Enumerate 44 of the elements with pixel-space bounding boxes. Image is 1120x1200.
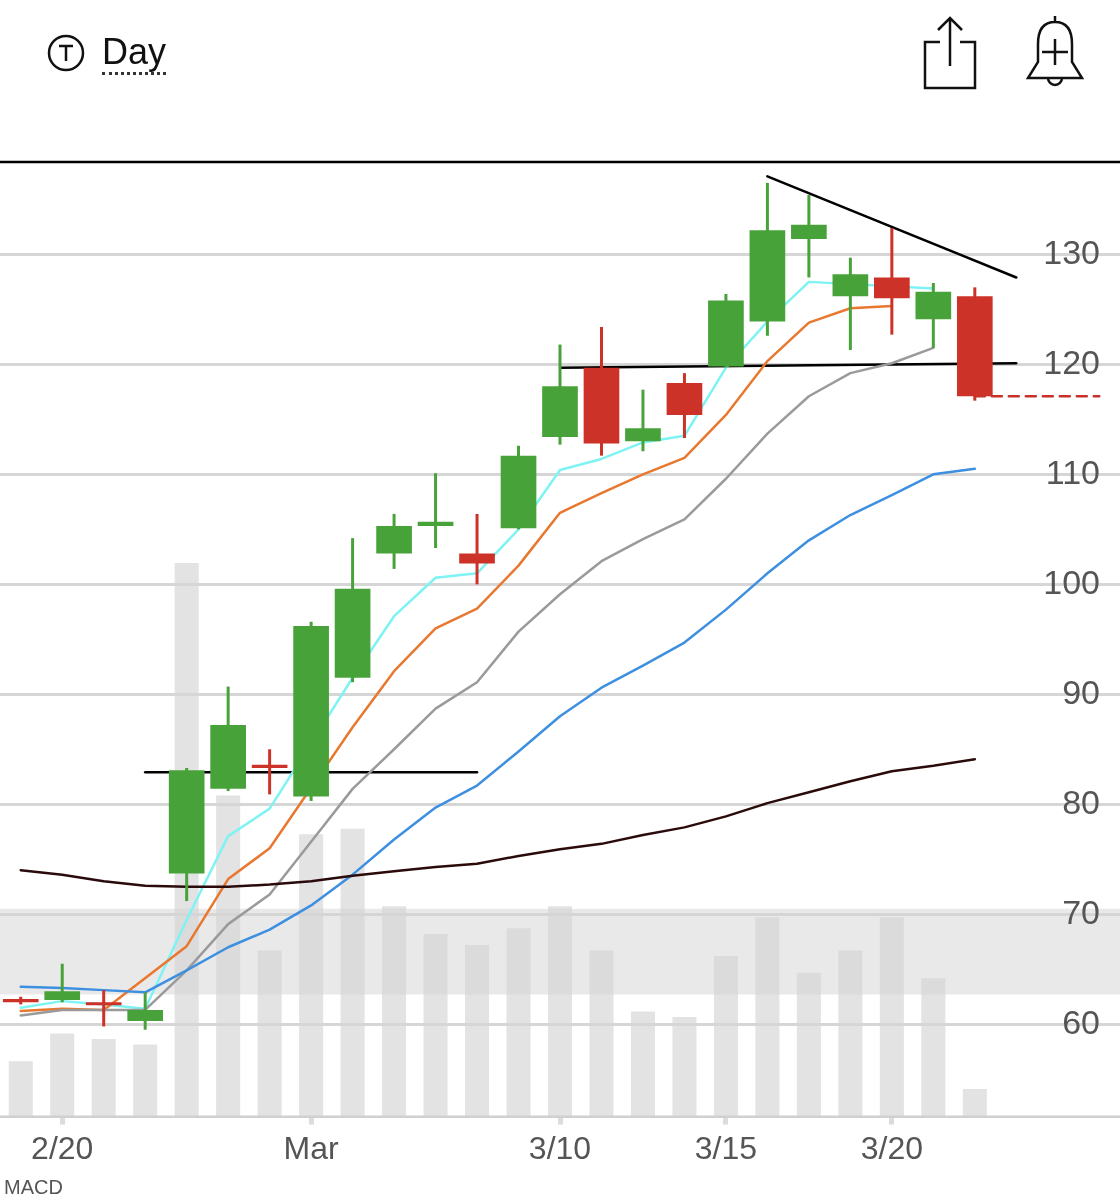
- bar: [133, 1044, 158, 1117]
- bar: [713, 956, 738, 1117]
- candlestick: [44, 963, 81, 1004]
- text: MACD: [4, 1176, 63, 1199]
- x-tick-label: 3/20: [860, 1129, 923, 1166]
- y-tick-label: 70: [1062, 892, 1100, 931]
- x-tick-label: 3/15: [694, 1129, 758, 1166]
- bar: [506, 928, 531, 1117]
- y-tick-label: 100: [1043, 562, 1100, 601]
- bar: [962, 1088, 987, 1117]
- bar: [216, 795, 241, 1117]
- y-tick-label: 60: [1062, 1002, 1100, 1041]
- x-tick-label: Mar: [283, 1129, 340, 1166]
- bar: [879, 917, 904, 1117]
- y-tick-label: 120: [1043, 342, 1100, 381]
- bar: [50, 1033, 75, 1117]
- bar: [755, 917, 780, 1117]
- bar: [8, 1061, 33, 1117]
- x-tick-label: 2/20: [31, 1129, 94, 1166]
- y-tick-label: 130: [1043, 232, 1100, 271]
- bar: [838, 950, 863, 1117]
- bar: [257, 950, 282, 1117]
- bar: [630, 1011, 655, 1117]
- bar: [91, 1039, 116, 1117]
- y-tick-label: 90: [1062, 672, 1100, 711]
- bar: [921, 978, 946, 1117]
- bar: [589, 950, 614, 1117]
- candlestick: [625, 389, 661, 453]
- bar: [382, 906, 407, 1117]
- y-tick-label: 80: [1062, 782, 1100, 821]
- bar: [672, 1016, 697, 1117]
- candlestick: [459, 512, 495, 585]
- bar: [465, 944, 490, 1117]
- bar: [547, 906, 573, 1117]
- y-tick-label: 110: [1045, 452, 1100, 491]
- bar: [340, 828, 365, 1117]
- bar: [423, 933, 448, 1117]
- bar: [299, 834, 324, 1117]
- candlestick: [791, 194, 827, 278]
- candlestick: [127, 992, 164, 1030]
- bar: [796, 972, 821, 1117]
- candlestick: [85, 990, 122, 1027]
- x-tick-label: 3/10: [528, 1129, 592, 1166]
- chart-title: Day: [102, 30, 167, 75]
